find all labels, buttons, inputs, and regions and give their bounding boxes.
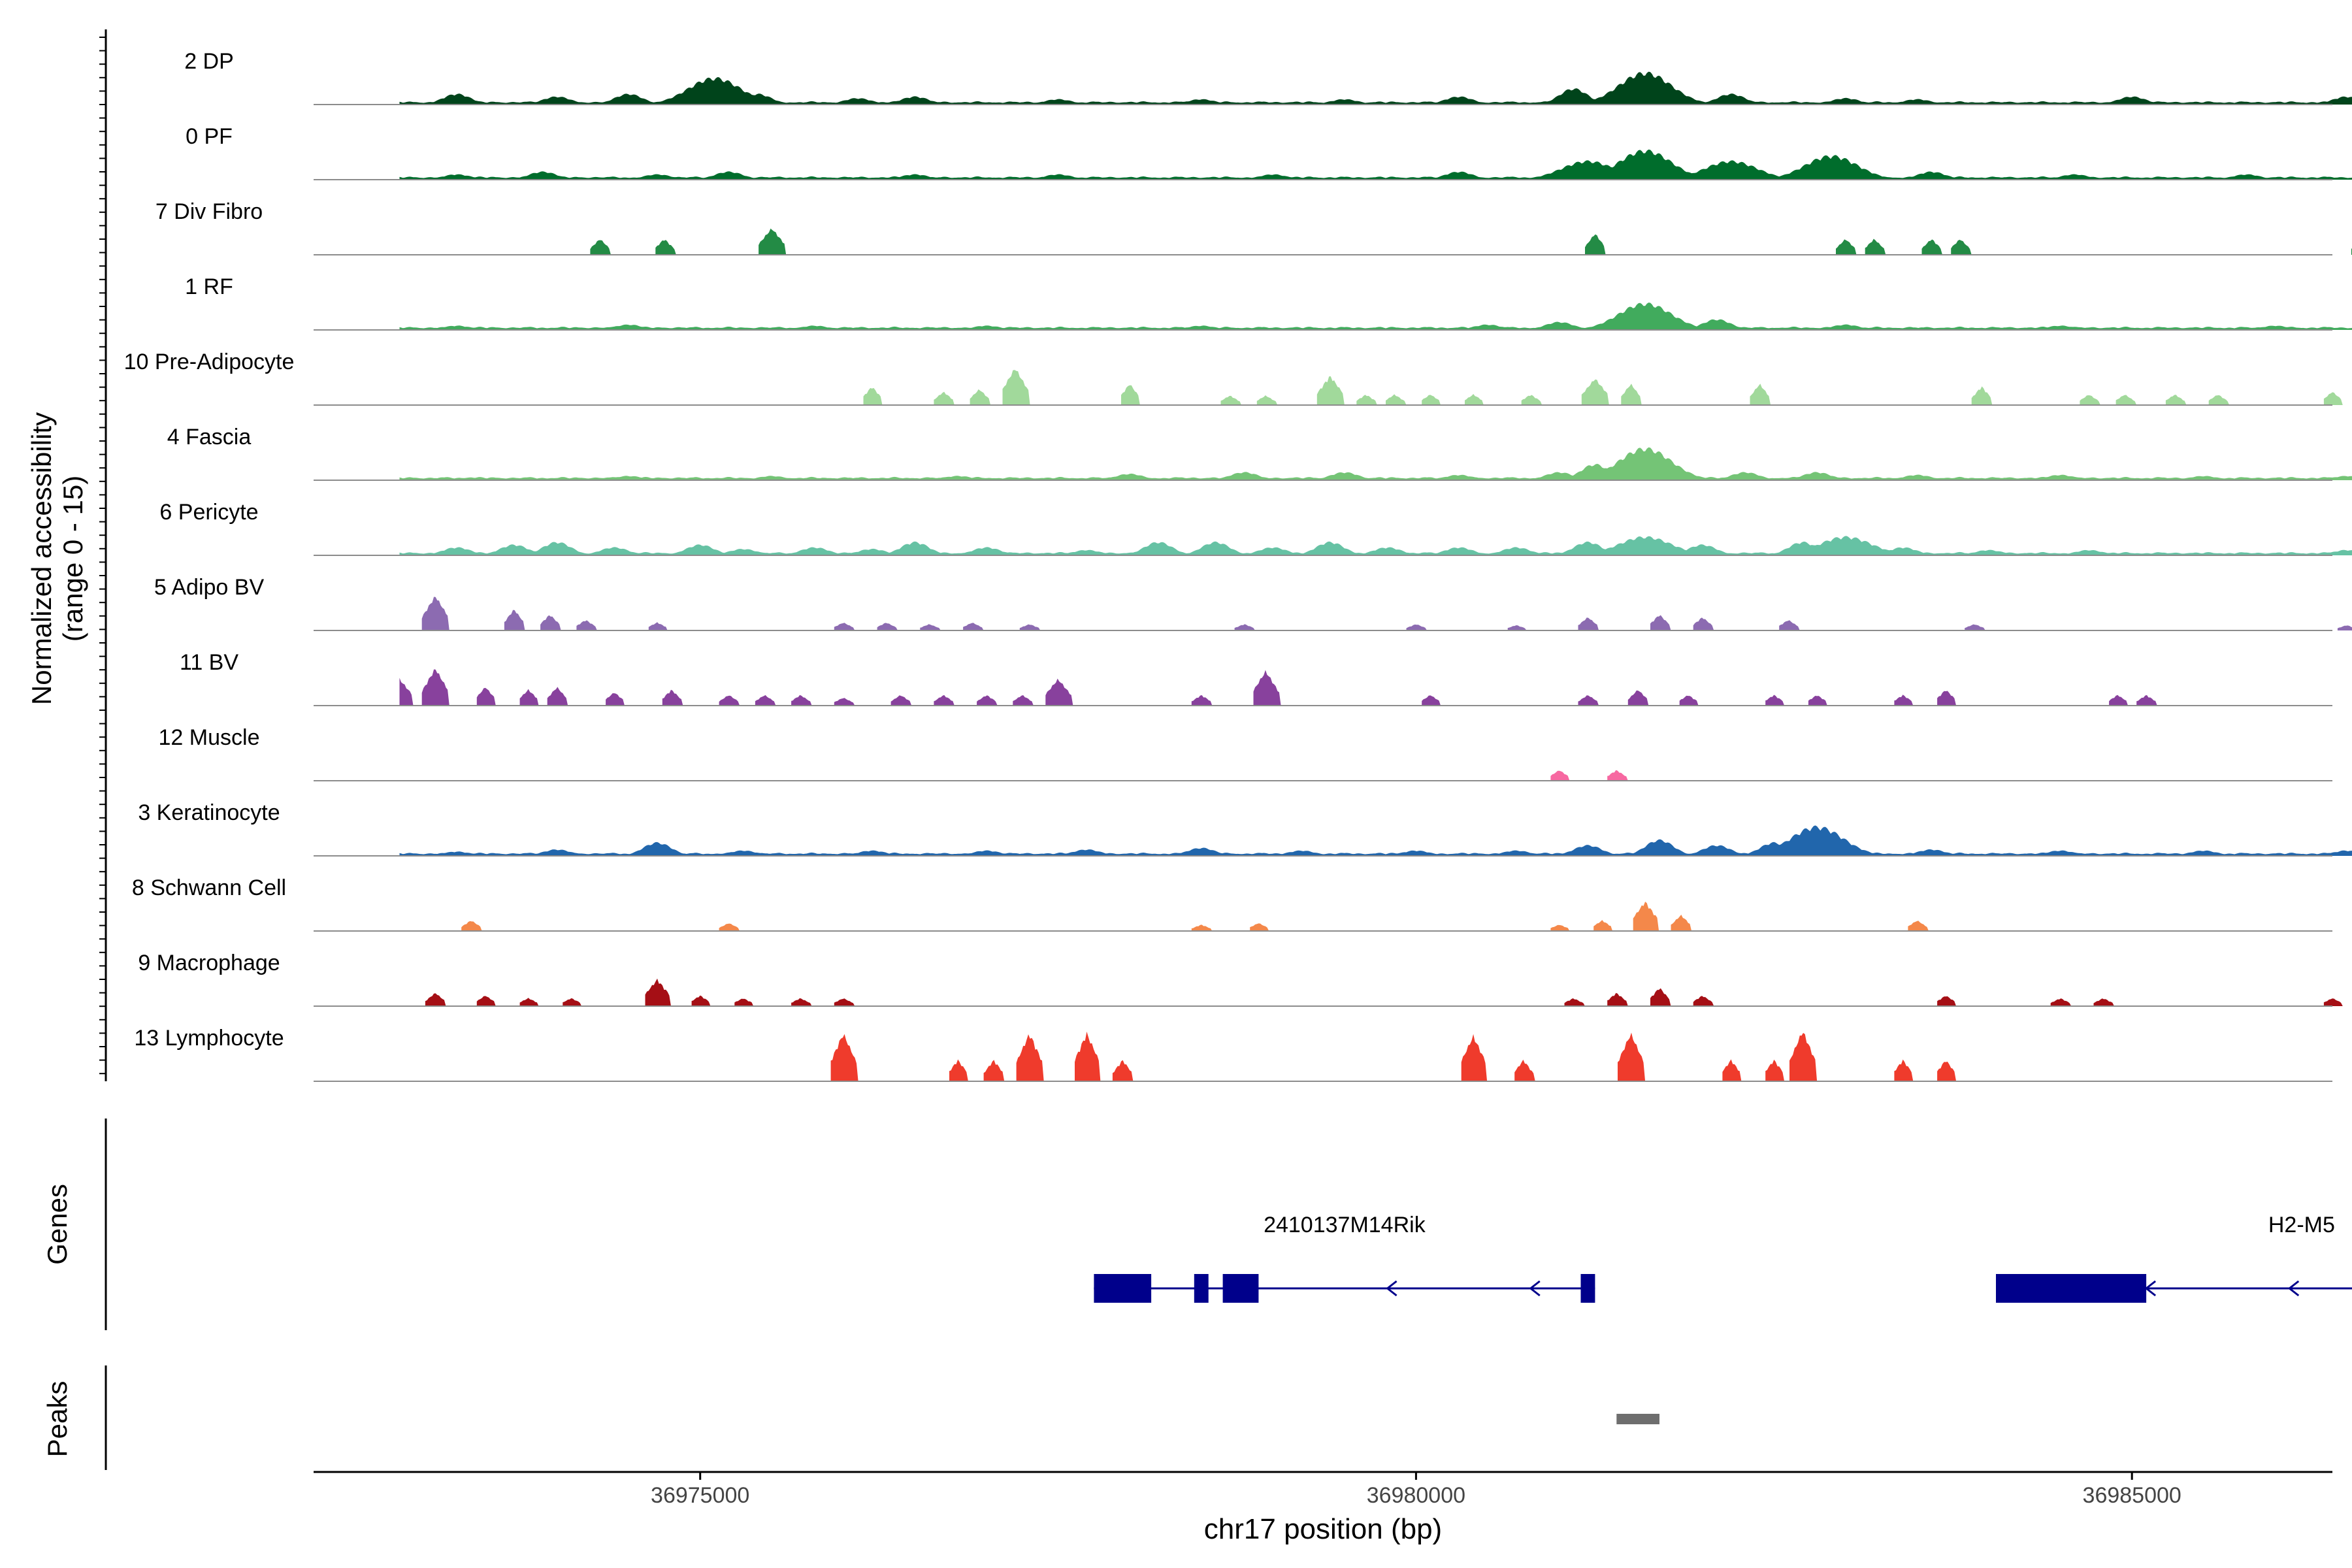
track-10-pre-adipocyte: 10 Pre-Adipocyte xyxy=(124,350,2343,406)
track-12-muscle: 12 Muscle xyxy=(159,725,2332,781)
gene-exon xyxy=(1194,1274,1209,1303)
track-label: 4 Fascia xyxy=(167,425,252,449)
y-axis-ticks xyxy=(99,37,106,1075)
gene-annotation-track: 2410137M14Rik H2-M5 xyxy=(1094,1213,2352,1303)
y-axis-label-line2: (range 0 - 15) xyxy=(57,476,88,642)
track-signal-area xyxy=(399,447,2352,480)
track-signal-area xyxy=(590,228,2352,255)
track-13-lymphocyte: 13 Lymphocyte xyxy=(134,1026,2332,1082)
gene-2410137m14rik: 2410137M14Rik xyxy=(1094,1213,1595,1303)
track-label: 13 Lymphocyte xyxy=(134,1026,284,1051)
track-label: 10 Pre-Adipocyte xyxy=(124,350,295,374)
x-tick-label: 36975000 xyxy=(651,1483,749,1508)
track-label: 2 DP xyxy=(184,49,234,74)
track-signal-area xyxy=(399,302,2352,330)
peak-region-bar xyxy=(1616,1414,1659,1424)
track-signal-area xyxy=(1550,770,1628,781)
track-11-bv: 11 BV xyxy=(180,650,2332,706)
gene-exon xyxy=(1094,1274,1152,1303)
strand-arrow-icon xyxy=(2144,1280,2157,1297)
track-signal-area xyxy=(461,902,1929,931)
gene-exon xyxy=(1996,1274,2147,1303)
track-2-dp: 2 DP xyxy=(184,49,2352,105)
track-signal-area xyxy=(425,978,2343,1006)
track-label: 7 Div Fibro xyxy=(155,199,263,224)
track-9-macrophage: 9 Macrophage xyxy=(138,951,2343,1007)
track-label: 3 Keratinocyte xyxy=(138,800,280,825)
track-label: 5 Adipo BV xyxy=(154,575,265,600)
track-8-schwann-cell: 8 Schwann Cell xyxy=(132,875,2332,932)
genes-panel-label: Genes xyxy=(42,1184,73,1265)
strand-arrow-icon xyxy=(1386,1280,1397,1297)
track-label: 8 Schwann Cell xyxy=(132,875,286,900)
strand-arrow-icon xyxy=(2287,1280,2300,1297)
track-signal-area xyxy=(421,596,2352,630)
strand-arrow-icon xyxy=(1529,1280,1541,1297)
track-6-pericyte: 6 Pericyte xyxy=(159,500,2352,556)
track-4-fascia: 4 Fascia xyxy=(167,425,2352,481)
track-label: 1 RF xyxy=(185,274,233,299)
gene-name-label: H2-M5 xyxy=(2268,1213,2335,1237)
y-axis-label-line1: Normalized accessibility xyxy=(26,412,57,705)
gene-name-label: 2410137M14Rik xyxy=(1264,1213,1426,1237)
track-0-pf: 0 PF xyxy=(186,124,2352,180)
track-signal-area xyxy=(863,370,2343,405)
track-signal-area xyxy=(399,149,2352,180)
track-7-div-fibro: 7 Div Fibro xyxy=(155,199,2352,255)
gene-h2-m5: H2-M5 xyxy=(1996,1213,2352,1303)
gene-exon xyxy=(1222,1274,1259,1303)
peak-region-track xyxy=(1616,1414,1659,1424)
x-tick-label: 36980000 xyxy=(1367,1483,1465,1508)
track-label: 9 Macrophage xyxy=(138,951,280,975)
track-signal-area xyxy=(399,71,2352,105)
track-label: 12 Muscle xyxy=(159,725,260,750)
gene-exon xyxy=(1580,1274,1595,1303)
track-1-rf: 1 RF xyxy=(185,274,2352,331)
track-label: 11 BV xyxy=(180,650,238,675)
track-signal-area xyxy=(399,536,2352,555)
track-signal-area xyxy=(399,669,2157,706)
x-axis-ticks: 36975000 36980000 36985000 xyxy=(651,1472,2181,1508)
accessibility-tracks: 2 DP 0 PF 7 Div Fibro 1 RF 10 Pre-Adipocyte 4… xyxy=(124,49,2352,1082)
track-label: 0 PF xyxy=(186,124,233,149)
peaks-panel-label: Peaks xyxy=(42,1381,73,1458)
track-signal-area xyxy=(830,1032,1957,1081)
track-signal-area xyxy=(399,825,2352,856)
track-5-adipo-bv: 5 Adipo BV xyxy=(154,575,2352,631)
track-3-keratinocyte: 3 Keratinocyte xyxy=(138,800,2352,857)
x-tick-label: 36985000 xyxy=(2083,1483,2181,1508)
x-axis-title: chr17 position (bp) xyxy=(1204,1513,1442,1545)
track-label: 6 Pericyte xyxy=(159,500,258,525)
